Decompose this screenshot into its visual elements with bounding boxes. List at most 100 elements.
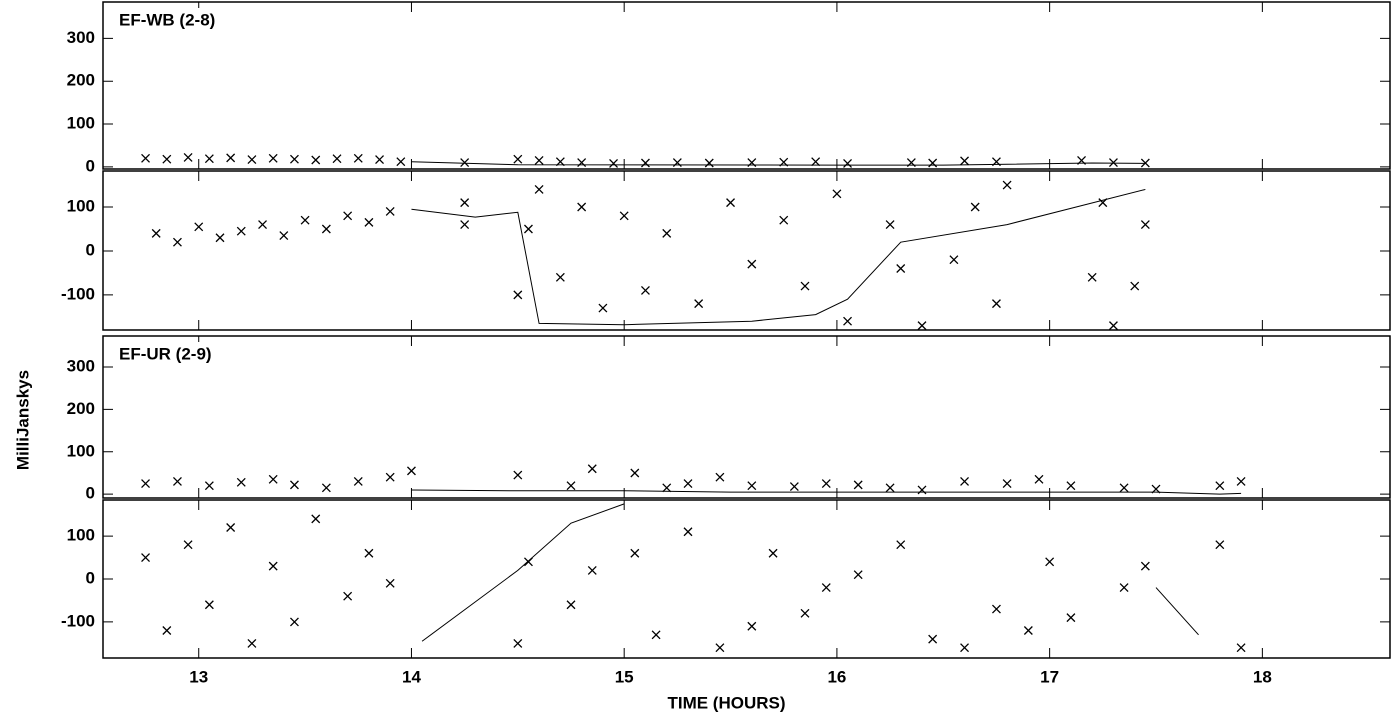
data-point [768, 548, 778, 558]
data-point [715, 643, 725, 653]
data-point [513, 154, 523, 164]
data-point [960, 156, 970, 166]
panel-label-bg [117, 342, 257, 366]
data-point [683, 479, 693, 489]
data-point [311, 155, 321, 165]
data-point [460, 198, 470, 208]
data-point [949, 255, 959, 265]
y-tick-label: -100 [61, 284, 95, 303]
data-point [587, 464, 597, 474]
data-point [396, 157, 406, 167]
data-point [141, 479, 151, 489]
data-point [555, 272, 565, 282]
data-point [747, 621, 757, 631]
x-tick-label: 15 [615, 667, 634, 686]
panel-label: EF-WB (2-8) [119, 10, 215, 29]
data-point [789, 482, 799, 492]
data-point [1023, 626, 1033, 635]
y-tick-label: 200 [67, 399, 95, 418]
data-point [311, 514, 321, 524]
data-point [279, 231, 289, 241]
x-tick-label: 16 [827, 667, 846, 686]
data-point [609, 158, 619, 168]
data-point [258, 220, 268, 230]
data-point [821, 479, 831, 489]
data-point [460, 220, 470, 230]
data-point [630, 468, 640, 478]
data-point [364, 217, 374, 227]
data-point [215, 233, 225, 243]
data-point [1002, 479, 1012, 489]
data-point [577, 202, 587, 212]
x-axis-label: TIME (HOURS) [667, 693, 785, 712]
data-point [460, 158, 470, 168]
data-point [1236, 643, 1246, 653]
data-point [1108, 321, 1118, 331]
data-point [343, 591, 353, 601]
data-point [172, 477, 182, 486]
panel-frame [102, 499, 1391, 659]
data-point [226, 523, 236, 532]
data-point [1087, 272, 1097, 282]
model-line [421, 503, 1199, 642]
data-point [662, 228, 672, 238]
data-point [268, 153, 278, 163]
data-point [779, 215, 789, 225]
data-point [300, 215, 310, 225]
data-point [523, 224, 533, 234]
data-point [268, 561, 278, 571]
data-point [853, 570, 863, 580]
data-point [917, 321, 927, 331]
data-point [747, 481, 757, 491]
y-axis-label: MilliJanskys [13, 370, 32, 470]
data-point [1236, 477, 1246, 486]
data-point [1002, 180, 1012, 190]
data-point [321, 483, 331, 493]
y-tick-label: 100 [67, 441, 95, 460]
data-point [172, 237, 182, 247]
data-point [1066, 613, 1076, 623]
data-point [1215, 481, 1225, 491]
data-point [704, 158, 714, 168]
data-point [343, 211, 353, 221]
data-point [619, 211, 629, 221]
data-point [630, 548, 640, 558]
data-point [928, 158, 938, 168]
panel-frame [102, 1, 1391, 170]
data-point [1119, 483, 1129, 493]
data-point [162, 626, 172, 635]
data-point [1108, 158, 1118, 168]
data-point [1119, 583, 1129, 593]
y-tick-label: 300 [67, 356, 95, 375]
y-tick-label: 0 [86, 240, 95, 259]
data-point [896, 540, 906, 550]
data-point [832, 189, 842, 199]
data-point [715, 472, 725, 482]
panel-frame [102, 335, 1391, 499]
data-point [577, 158, 587, 168]
data-point [385, 578, 395, 588]
data-point [406, 466, 416, 476]
data-point [268, 474, 278, 484]
data-point [566, 600, 576, 610]
y-tick-label: 300 [67, 28, 95, 47]
data-point [332, 154, 342, 164]
data-point [513, 290, 523, 300]
data-point [960, 643, 970, 653]
x-tick-label: 17 [1040, 667, 1059, 686]
data-point [991, 604, 1001, 614]
data-point [640, 158, 650, 168]
data-point [236, 226, 246, 236]
data-point [747, 259, 757, 269]
data-point [1140, 561, 1150, 571]
y-tick-label: 100 [67, 114, 95, 133]
data-point [726, 198, 736, 208]
data-point [1130, 281, 1140, 291]
panel-label: EF-UR (2-9) [119, 344, 212, 363]
data-point [853, 480, 863, 490]
data-point [821, 583, 831, 593]
model-line [411, 161, 1146, 166]
data-point [226, 153, 236, 163]
data-point [800, 608, 810, 618]
